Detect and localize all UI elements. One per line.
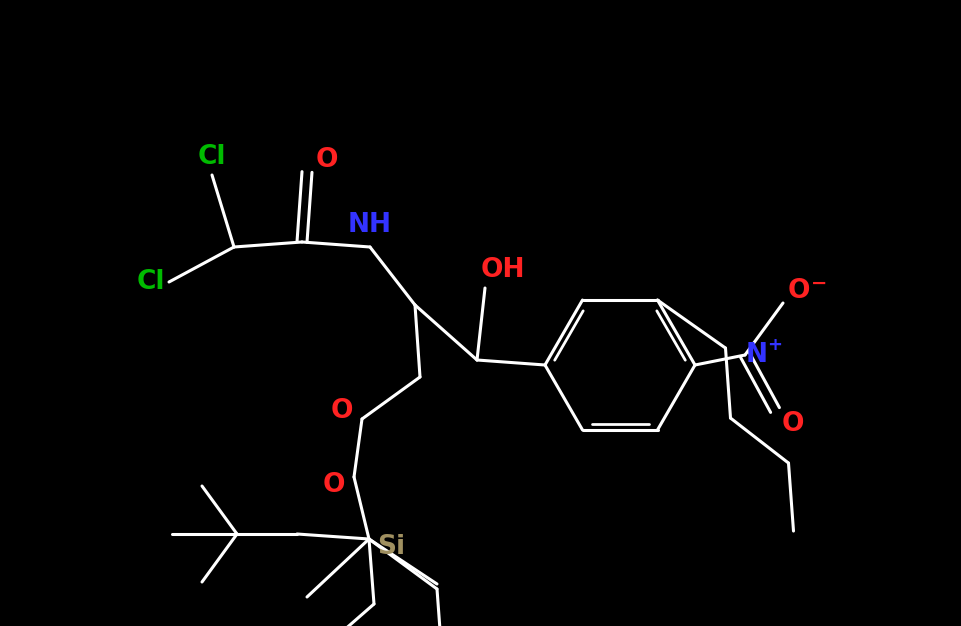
Text: Cl: Cl bbox=[136, 269, 165, 295]
Text: O: O bbox=[323, 472, 345, 498]
Text: O: O bbox=[316, 147, 338, 173]
Text: −: − bbox=[811, 274, 827, 292]
Text: +: + bbox=[768, 336, 782, 354]
Text: NH: NH bbox=[348, 212, 392, 238]
Text: N: N bbox=[746, 342, 768, 368]
Text: Cl: Cl bbox=[198, 144, 226, 170]
Text: O: O bbox=[781, 411, 804, 437]
Text: OH: OH bbox=[480, 257, 526, 283]
Text: Si: Si bbox=[377, 534, 406, 560]
Text: O: O bbox=[788, 278, 810, 304]
Text: O: O bbox=[331, 398, 354, 424]
